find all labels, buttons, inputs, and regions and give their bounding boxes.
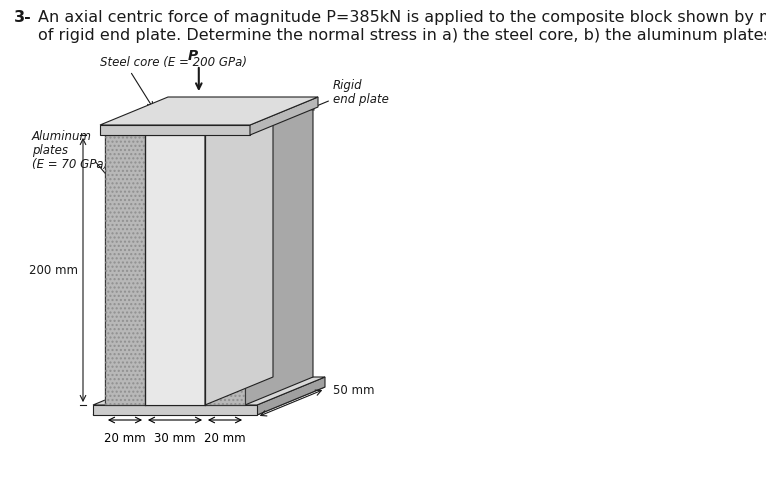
Text: Steel core (E = 200 GPa): Steel core (E = 200 GPa): [100, 56, 247, 69]
Text: of rigid end plate. Determine the normal stress in a) the steel core, b) the alu: of rigid end plate. Determine the normal…: [38, 28, 766, 43]
Text: 20 mm: 20 mm: [104, 432, 146, 445]
Text: An axial centric force of magnitude P=385kN is applied to the composite block sh: An axial centric force of magnitude P=38…: [38, 10, 766, 25]
Text: Rigid: Rigid: [333, 79, 362, 92]
Polygon shape: [205, 107, 273, 405]
Text: plates: plates: [32, 144, 68, 157]
Text: Aluminum: Aluminum: [32, 130, 92, 143]
Polygon shape: [105, 135, 245, 405]
Text: 50 mm: 50 mm: [333, 384, 375, 397]
Text: end plate: end plate: [333, 93, 389, 106]
Polygon shape: [100, 97, 318, 125]
Polygon shape: [100, 125, 250, 135]
Text: 200 mm: 200 mm: [29, 264, 78, 276]
Text: 30 mm: 30 mm: [154, 432, 196, 445]
Polygon shape: [250, 97, 318, 135]
Text: 20 mm: 20 mm: [205, 432, 246, 445]
Polygon shape: [145, 135, 205, 405]
Text: P: P: [188, 49, 198, 63]
Polygon shape: [93, 387, 325, 415]
Polygon shape: [105, 107, 313, 135]
Polygon shape: [93, 405, 257, 415]
Polygon shape: [245, 107, 313, 405]
Text: (E = 70 GPa): (E = 70 GPa): [32, 158, 108, 171]
Polygon shape: [145, 107, 273, 135]
Text: 3-: 3-: [14, 10, 31, 25]
Polygon shape: [257, 377, 325, 415]
Polygon shape: [93, 377, 325, 405]
